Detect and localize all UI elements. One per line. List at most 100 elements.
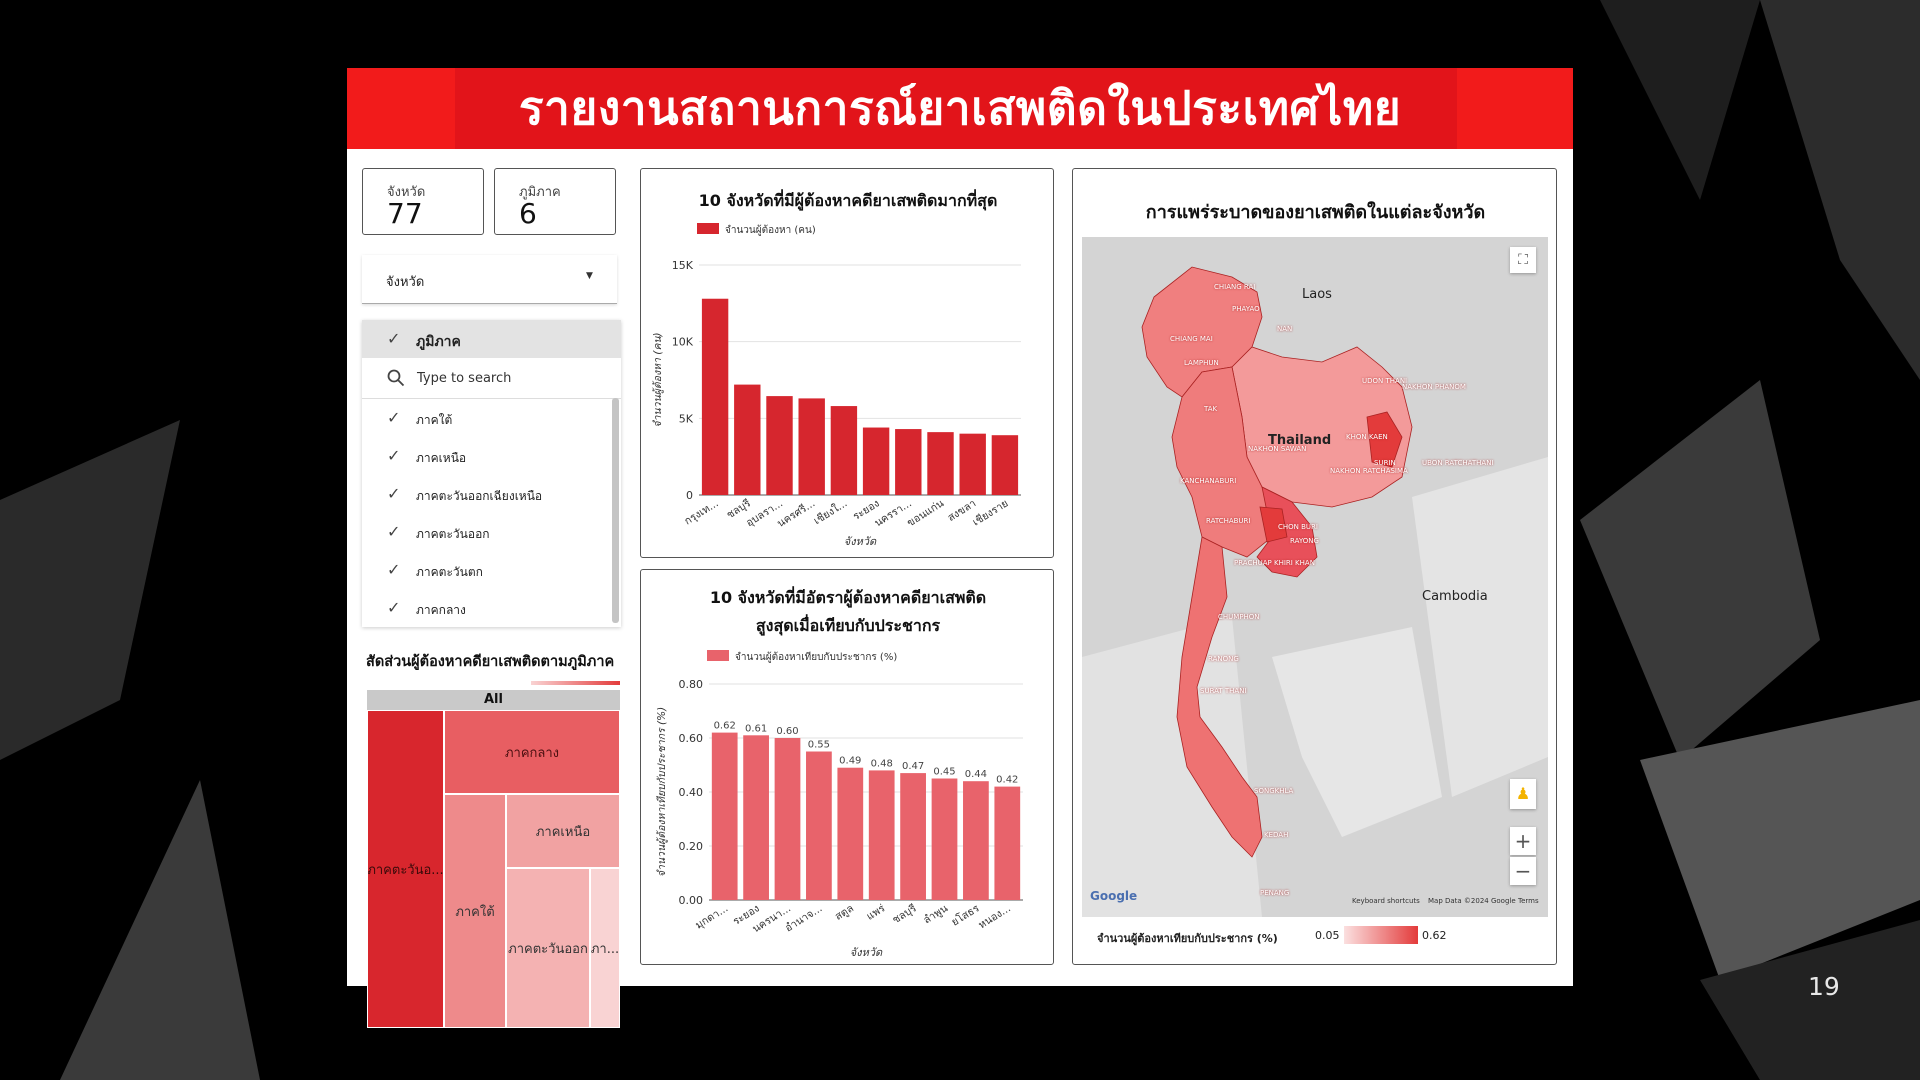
map-place-label: SURIN <box>1374 459 1396 467</box>
treemap-cell[interactable]: ภาคกลาง <box>444 710 620 794</box>
top10-rate-chart-card: 10 จังหวัดที่มีอัตราผู้ต้องหาคดียาเสพติด… <box>640 569 1054 965</box>
checkmark-icon: ✓ <box>387 329 401 348</box>
map-card: การแพร่ระบาดของยาเสพติดในแต่ละจังหวัด La… <box>1072 168 1557 965</box>
map-place-label: RANONG <box>1208 655 1239 663</box>
checkmark-icon: ✓ <box>387 408 401 427</box>
x-tick-label: ลำพูน <box>921 902 950 926</box>
map-region-ubon-hotspot[interactable] <box>1366 411 1403 468</box>
bar[interactable] <box>701 298 729 495</box>
bar[interactable] <box>774 738 801 900</box>
option-label: ภาคกลาง <box>416 603 466 617</box>
map-place-label: PENANG <box>1260 889 1290 897</box>
map-place-label: NAKHON RATCHASIMA <box>1330 467 1408 475</box>
legend-swatch <box>707 650 729 661</box>
bar[interactable] <box>806 751 832 901</box>
map-region-south[interactable] <box>1176 536 1263 858</box>
option-label: ภาคตะวันตก <box>416 565 483 579</box>
map-area[interactable]: Laos Thailand Cambodia CHIANG RAI PHAYAO N… <box>1082 237 1548 917</box>
map-place-label: CHON BURI <box>1278 523 1318 531</box>
y-tick-label: 0.60 <box>679 732 704 745</box>
treemap-cell[interactable]: ภาคใต้ <box>444 794 506 1028</box>
bar[interactable] <box>711 732 738 900</box>
treemap-cell[interactable]: ภาคเหนือ <box>506 794 620 868</box>
scorecard-value: 77 <box>387 197 423 230</box>
x-axis-title: จังหวัด <box>844 535 877 548</box>
region-option[interactable]: ✓ ภาคตะวันออก <box>362 514 608 550</box>
region-option[interactable]: ✓ ภาคใต้ <box>362 400 608 436</box>
map-place-label: KHON KAEN <box>1346 433 1388 441</box>
legend-swatch <box>697 223 719 234</box>
map-legend-min: 0.05 <box>1315 929 1340 942</box>
scorecard-regions: ภูมิภาค 6 <box>494 168 616 235</box>
checkmark-icon: ✓ <box>387 484 401 503</box>
bar[interactable] <box>994 786 1021 900</box>
zoom-in-button[interactable]: + <box>1510 827 1536 855</box>
pegman-icon[interactable]: ♟ <box>1510 779 1536 809</box>
dropdown-label: จังหวัด <box>386 275 425 290</box>
bar[interactable] <box>798 398 825 495</box>
legend-label: จำนวนผู้ต้องหา (คน) <box>725 224 816 236</box>
search-placeholder: Type to search <box>417 371 512 386</box>
bar[interactable] <box>766 396 793 495</box>
map-place-label: SURAT THANI <box>1200 687 1247 695</box>
bar[interactable] <box>931 778 958 901</box>
map-place-label: RATCHABURI <box>1206 517 1251 525</box>
bar[interactable] <box>927 432 954 495</box>
fullscreen-icon[interactable]: ⛶ <box>1510 247 1536 273</box>
region-option[interactable]: ✓ ภาคเหนือ <box>362 438 608 474</box>
treemap-root[interactable]: All <box>367 690 620 710</box>
x-tick-label: ยโสธร <box>949 901 982 928</box>
map-place-label: PHAYAO <box>1232 305 1260 313</box>
google-logo: Google <box>1090 889 1138 903</box>
province-dropdown[interactable]: จังหวัด ▼ <box>362 255 617 304</box>
region-filter-list: ✓ ภูมิภาค Type to search ✓ ภาคใต้ ✓ ภาคเ… <box>362 320 621 627</box>
map-place-label: UBON RATCHATHANI <box>1422 459 1494 467</box>
map-place-label: NAN <box>1277 325 1293 333</box>
y-tick-label: 0.00 <box>679 894 704 907</box>
bar[interactable] <box>868 770 895 900</box>
map-legend-max: 0.62 <box>1422 929 1447 942</box>
map-place-label: KEDAH <box>1264 831 1289 839</box>
region-option[interactable]: ✓ ภาคตะวันตก <box>362 552 608 588</box>
map-country-label: Laos <box>1302 287 1332 302</box>
bar[interactable] <box>895 429 922 495</box>
map-country-label: Cambodia <box>1422 589 1488 604</box>
bar[interactable] <box>830 406 858 495</box>
data-label: 0.62 <box>714 721 736 732</box>
terms-link[interactable]: Terms <box>1518 897 1539 905</box>
top10-count-chart-card: 10 จังหวัดที่มีผู้ต้องหาคดียาเสพติดมากที… <box>640 168 1054 558</box>
region-option[interactable]: ✓ ภาคกลาง <box>362 590 608 626</box>
map-region-chonburi-hotspot[interactable] <box>1259 506 1288 543</box>
treemap-color-scale <box>531 681 620 685</box>
map-place-label: NAKHON SAWAN <box>1248 445 1307 453</box>
keyboard-shortcuts-link[interactable]: Keyboard shortcuts <box>1352 897 1420 905</box>
y-tick-label: 0.20 <box>679 840 704 853</box>
x-tick-label: ชลบุรี <box>890 901 919 926</box>
region-search-input[interactable]: Type to search <box>362 358 621 399</box>
list-scrollbar[interactable] <box>612 398 619 623</box>
y-tick-label: 0.40 <box>679 786 704 799</box>
y-axis-title: จำนวนผู้ต้องหา (คน) <box>652 332 664 427</box>
bar[interactable] <box>959 433 986 495</box>
bar[interactable] <box>837 767 864 900</box>
zoom-out-button[interactable]: − <box>1510 857 1536 885</box>
treemap-cell[interactable]: ภาคตะวันอ... <box>367 710 444 1028</box>
bar[interactable] <box>900 773 926 900</box>
thailand-choropleth <box>1082 237 1548 917</box>
y-tick-label: 5K <box>679 412 694 425</box>
treemap-cell[interactable]: ภา... <box>590 868 620 1028</box>
select-all-regions[interactable]: ✓ ภูมิภาค <box>362 320 621 358</box>
map-place-label: CHIANG RAI <box>1214 283 1256 291</box>
chart-title-line1: 10 จังหวัดที่มีอัตราผู้ต้องหาคดียาเสพติด <box>709 588 987 607</box>
treemap-cell[interactable]: ภาคตะวันออก <box>506 868 590 1028</box>
bar[interactable] <box>963 781 989 900</box>
x-axis-title: จังหวัด <box>850 946 883 959</box>
region-option[interactable]: ✓ ภาคตะวันออกเฉียงเหนือ <box>362 476 608 512</box>
option-label: ภาคตะวันออก <box>416 527 490 541</box>
bar[interactable] <box>991 435 1019 495</box>
bar[interactable] <box>734 384 761 495</box>
bar[interactable] <box>743 735 769 900</box>
data-label: 0.48 <box>871 758 893 769</box>
bar[interactable] <box>862 427 890 495</box>
